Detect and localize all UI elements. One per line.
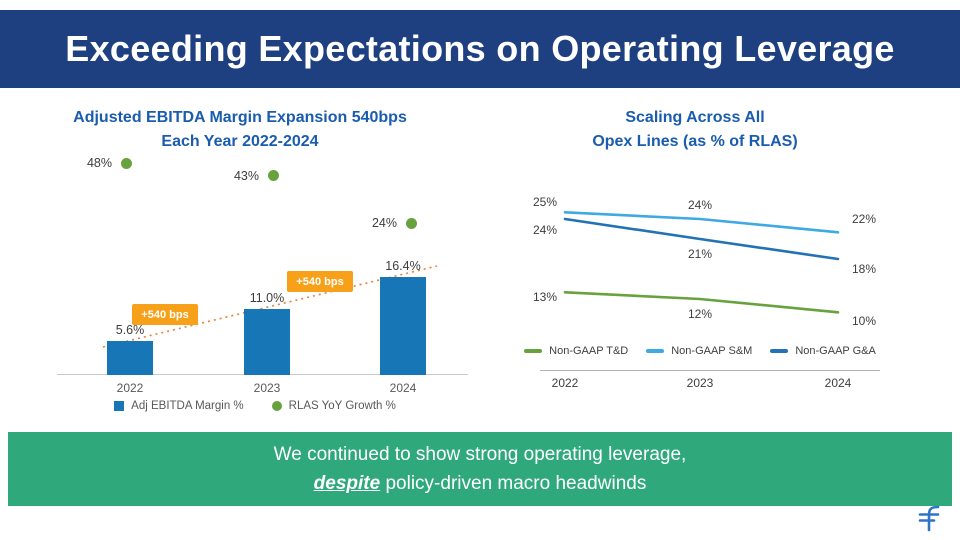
flywire-logo	[916, 504, 942, 537]
bar-swatch-icon	[114, 401, 125, 411]
rlas-dot	[267, 170, 279, 181]
dot-value-label: 24%	[371, 216, 397, 230]
right-chart-title-line1: Scaling Across All	[625, 109, 765, 126]
line-value-label: 25%	[532, 195, 557, 210]
legend-item-ebitda: Adj EBITDA Margin %	[114, 400, 244, 412]
banner-line2: despite policy-driven macro headwinds	[314, 471, 647, 497]
legend-item-ga: Non-GAAP G&A	[770, 345, 876, 357]
dot-value-label: 43%	[233, 168, 259, 183]
right-chart-title-line2: Opex Lines (as % of RLAS)	[592, 133, 798, 150]
ebitda-bar	[244, 309, 290, 375]
line-value-label: 24%	[687, 198, 713, 212]
line-value-label: 10%	[852, 314, 877, 329]
legend-label-td: Non-GAAP T&D	[549, 345, 629, 357]
slide-header: Exceeding Expectations on Operating Leve…	[0, 10, 960, 88]
left-chart-title-line1: Adjusted EBITDA Margin Expansion 540bps	[73, 109, 407, 126]
left-chart-title: Adjusted EBITDA Margin Expansion 540bps …	[40, 106, 440, 154]
dot-value-label: 48%	[86, 156, 112, 170]
line-value-label: 13%	[532, 290, 557, 305]
banner-emphasis: despite	[313, 472, 381, 494]
ebitda-bar	[380, 276, 426, 375]
line-value-label: 22%	[852, 212, 877, 227]
line-value-label: 18%	[852, 262, 877, 276]
line-swatch-icon	[646, 349, 665, 353]
right-chart-legend: Non-GAAP T&D Non-GAAP S&M Non-GAAP G&A	[505, 345, 895, 357]
legend-item-td: Non-GAAP T&D	[524, 345, 628, 357]
right-chart-title: Scaling Across All Opex Lines (as % of R…	[505, 106, 885, 154]
x-axis-label: 2023	[686, 376, 714, 390]
legend-item-rlas: RLAS YoY Growth %	[271, 400, 396, 412]
legend-label-ebitda: Adj EBITDA Margin %	[131, 400, 244, 412]
bar-value-label: 16.4%	[385, 258, 421, 273]
legend-label-rlas: RLAS YoY Growth %	[288, 400, 396, 412]
ebitda-bar	[107, 341, 153, 375]
callout-540bps: +540 bps	[132, 304, 198, 325]
page-title: Exceeding Expectations on Operating Leve…	[65, 28, 895, 69]
line-value-label: 21%	[687, 247, 713, 261]
legend-label-sm: Non-GAAP S&M	[671, 345, 753, 357]
flywire-logo-icon	[918, 505, 940, 532]
line-swatch-icon	[770, 349, 789, 353]
line-value-label: 12%	[687, 307, 713, 321]
line-swatch-icon	[524, 349, 543, 353]
bar-value-label: 5.6%	[115, 323, 145, 338]
banner-line2-rest: policy-driven macro headwinds	[380, 472, 647, 494]
line-value-label: 24%	[532, 223, 557, 237]
x-axis-label: 2022	[551, 376, 579, 390]
left-chart-legend: Adj EBITDA Margin % RLAS YoY Growth %	[40, 400, 470, 412]
legend-label-ga: Non-GAAP G&A	[795, 345, 876, 357]
rlas-dot	[405, 217, 417, 229]
x-axis-label: 2024	[389, 381, 417, 395]
x-axis-label: 2022	[116, 381, 144, 395]
dot-swatch-icon	[271, 401, 282, 411]
callout-540bps: +540 bps	[287, 271, 353, 292]
rlas-dot	[120, 157, 132, 169]
x-axis-label: 2024	[824, 376, 852, 390]
bar-value-label: 11.0%	[249, 291, 285, 305]
takeaway-banner: We continued to show strong operating le…	[8, 432, 952, 506]
legend-item-sm: Non-GAAP S&M	[646, 345, 752, 357]
banner-line1: We continued to show strong operating le…	[273, 443, 687, 465]
x-axis-label: 2023	[253, 381, 281, 395]
left-chart-title-line2: Each Year 2022-2024	[161, 133, 319, 150]
